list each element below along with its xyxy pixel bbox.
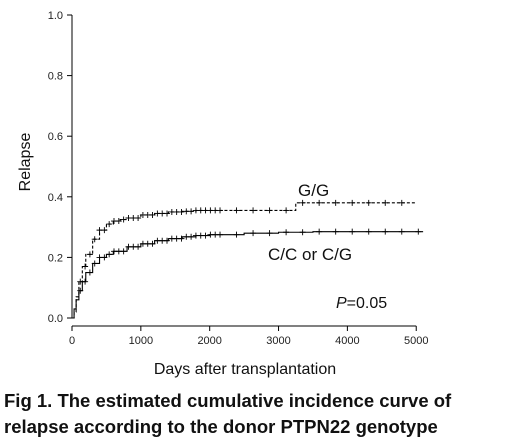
censor-mark [349,199,356,206]
censor-mark [82,263,89,270]
series-layer [72,199,424,319]
censor-mark [332,199,339,206]
censor-mark [101,227,108,234]
censor-mark [349,228,356,235]
censor-mark [398,228,405,235]
censor-mark [135,243,142,250]
series-label-gg: G/G [298,181,329,200]
censor-mark [178,235,185,242]
censor-mark [188,208,195,215]
censor-mark [178,208,185,215]
figure-caption: Fig 1. The estimated cumulative incidenc… [4,388,516,440]
y-tick-label: 0.0 [48,313,63,325]
x-axis-label: Days after transplantation [154,361,336,378]
censor-mark [202,232,209,239]
censor-mark [217,207,224,214]
censor-mark [188,233,195,240]
x-tick-label: 3000 [266,335,290,347]
x-tick-label: 0 [69,335,75,347]
censor-mark [283,207,290,214]
censor-mark [82,278,89,285]
censor-mark [106,251,113,258]
censor-mark [149,211,156,218]
x-tick-label: 2000 [197,335,221,347]
censor-mark [120,248,127,255]
y-tick-label: 0.4 [48,192,63,204]
censor-mark [332,228,339,235]
x-tick-label: 1000 [129,335,153,347]
censor-mark [106,221,113,228]
x-axis: 0 1000 2000 3000 4000 5000 [69,325,428,347]
censor-mark [250,207,257,214]
censor-mark [164,237,171,244]
censor-mark [415,228,422,235]
x-tick-label: 4000 [335,335,359,347]
censor-mark [135,215,142,222]
y-axis: 0.0 0.2 0.4 0.6 0.8 1.0 [48,10,73,325]
censor-mark [398,199,405,206]
y-tick-label: 0.8 [48,71,63,83]
censor-mark [316,199,323,206]
censor-mark [250,230,257,237]
censor-mark [299,229,306,236]
censor-mark [365,199,372,206]
censor-mark [233,207,240,214]
censor-mark [283,229,290,236]
y-tick-label: 0.6 [48,131,63,143]
censor-mark [91,236,98,243]
censor-mark [164,210,171,217]
censor-mark [120,216,127,223]
censor-mark [86,269,93,276]
y-tick-label: 1.0 [48,10,63,22]
censor-mark [149,240,156,247]
p-value: P=0.05 [336,295,387,312]
censor-mark [91,260,98,267]
censor-mark [365,228,372,235]
censor-mark [233,231,240,238]
y-tick-label: 0.2 [48,252,63,264]
censor-mark [217,231,224,238]
censor-mark [115,218,122,225]
censor-mark [266,207,273,214]
censor-mark [77,287,84,294]
series-label-cc-cg: C/C or C/G [268,245,352,264]
incidence-chart: 0.0 0.2 0.4 0.6 0.8 1.0 0 1000 2000 3000 4000 5000… [17,10,428,378]
censor-mark [382,228,389,235]
y-axis-label: Relapse [17,133,34,192]
caption-line-1: Fig 1. The estimated cumulative incidenc… [4,390,452,411]
censor-mark [86,251,93,258]
censor-mark [299,199,306,206]
censor-mark [316,228,323,235]
caption-line-2: relapse according to the donor PTPN22 ge… [4,416,438,437]
censor-mark [101,254,108,261]
censor-mark [382,199,389,206]
censor-mark [266,230,273,237]
x-tick-label: 5000 [404,335,428,347]
